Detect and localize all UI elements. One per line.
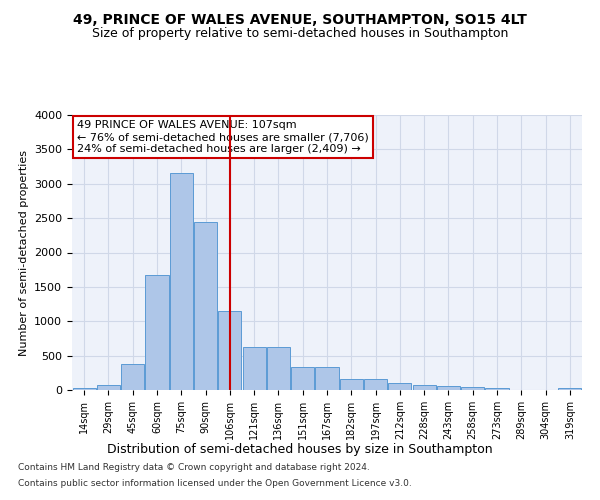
Bar [485, 388, 509, 390]
Bar [388, 383, 412, 390]
Bar [364, 380, 387, 390]
Text: Size of property relative to semi-detached houses in Southampton: Size of property relative to semi-detach… [92, 28, 508, 40]
Bar [73, 388, 95, 390]
Text: Distribution of semi-detached houses by size in Southampton: Distribution of semi-detached houses by … [107, 442, 493, 456]
Bar [121, 364, 144, 390]
Bar [316, 368, 338, 390]
Bar [194, 222, 217, 390]
Bar [97, 385, 120, 390]
Text: Contains public sector information licensed under the Open Government Licence v3: Contains public sector information licen… [18, 478, 412, 488]
Bar [413, 385, 436, 390]
Text: Contains HM Land Registry data © Crown copyright and database right 2024.: Contains HM Land Registry data © Crown c… [18, 464, 370, 472]
Bar [437, 386, 460, 390]
Bar [170, 174, 193, 390]
Bar [340, 379, 363, 390]
Y-axis label: Number of semi-detached properties: Number of semi-detached properties [19, 150, 29, 356]
Bar [267, 346, 290, 390]
Text: 49, PRINCE OF WALES AVENUE, SOUTHAMPTON, SO15 4LT: 49, PRINCE OF WALES AVENUE, SOUTHAMPTON,… [73, 12, 527, 26]
Bar [242, 346, 266, 390]
Bar [461, 387, 484, 390]
Bar [145, 275, 169, 390]
Bar [291, 368, 314, 390]
Text: 49 PRINCE OF WALES AVENUE: 107sqm
← 76% of semi-detached houses are smaller (7,7: 49 PRINCE OF WALES AVENUE: 107sqm ← 76% … [77, 120, 369, 154]
Bar [559, 388, 581, 390]
Bar [218, 311, 241, 390]
